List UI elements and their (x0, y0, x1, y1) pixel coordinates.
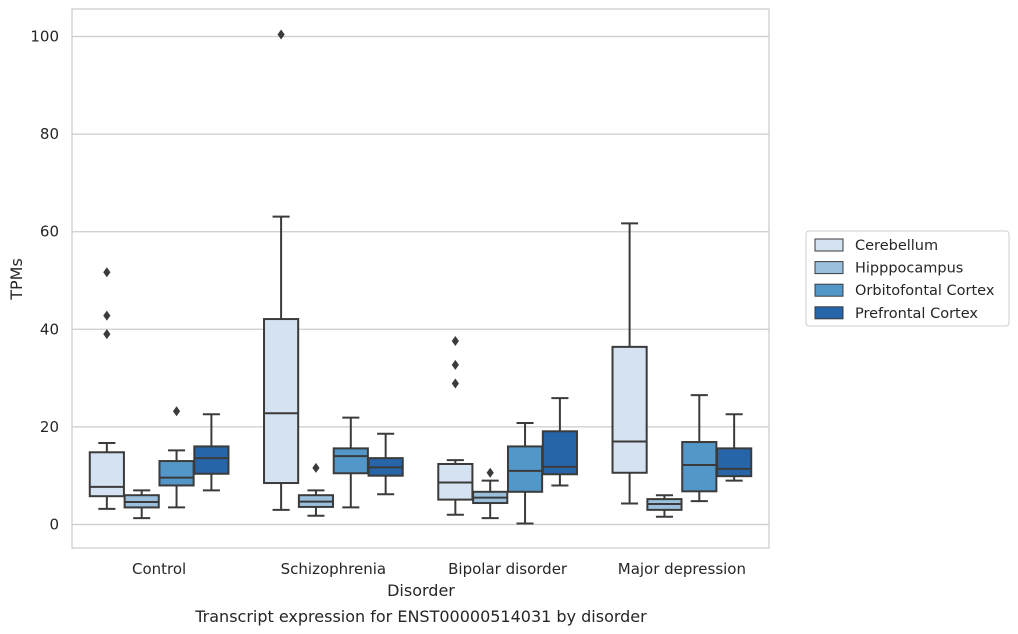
box-group (193, 413, 230, 492)
box-elements (88, 29, 753, 525)
legend-items: Cerebellum Hipppocampus Orbitofontal Corte… (814, 238, 995, 322)
box-iqr (88, 451, 125, 498)
legend-swatch (814, 283, 844, 297)
box-group (506, 421, 544, 525)
box-iqr (332, 447, 369, 475)
legend-label: Hipppocampus (855, 261, 963, 277)
y-tick-label: 40 (40, 320, 59, 338)
outlier-point (172, 406, 181, 417)
outlier-point (486, 467, 494, 478)
legend: Cerebellum Hipppocampus Orbitofontal Corte… (805, 230, 1010, 327)
box-group (437, 336, 474, 516)
box-iqr (158, 460, 195, 487)
legend-frame (805, 230, 1010, 327)
x-tick-label: Major depression (618, 560, 746, 578)
y-axis-ticks: 0 20 40 60 80 100 (30, 28, 59, 534)
legend-swatch (814, 238, 844, 252)
box-iqr (193, 445, 230, 475)
box-group (472, 467, 509, 520)
plot-area-frame (71, 8, 770, 549)
box-group (681, 394, 718, 503)
x-axis-ticks: Control Schizophrenia Bipolar disorder Majo… (132, 560, 746, 578)
box-group (263, 29, 300, 511)
box-group (716, 413, 753, 482)
box-group (88, 267, 125, 510)
box-group (297, 462, 335, 517)
box-iqr (716, 447, 753, 478)
legend-swatch (814, 306, 844, 320)
box-group (158, 406, 195, 509)
box-iqr (681, 441, 718, 493)
outlier-point (103, 310, 111, 321)
chart-caption: Transcript expression for ENST0000051403… (194, 607, 647, 626)
y-axis-label: TPMs (7, 258, 26, 301)
outlier-point (277, 29, 285, 40)
y-tick-label: 20 (40, 418, 59, 436)
outlier-point (451, 336, 459, 347)
box-iqr (263, 318, 300, 485)
outlier-point (451, 378, 459, 389)
gridlines (72, 35, 769, 526)
box-group (541, 397, 578, 487)
y-tick-label: 60 (40, 223, 59, 241)
outlier-point (103, 267, 111, 278)
box-iqr (611, 345, 648, 474)
box-group (611, 222, 648, 505)
x-tick-label: Control (132, 560, 186, 578)
box-group (646, 494, 683, 518)
x-axis-label: Disorder (387, 581, 455, 600)
outlier-point (103, 329, 111, 340)
x-tick-label: Schizophrenia (281, 560, 386, 578)
box-group (367, 432, 404, 496)
outlier-point (312, 462, 320, 473)
box-iqr (506, 445, 544, 493)
x-tick-label: Bipolar disorder (448, 560, 568, 578)
legend-label: Orbitofontal Cortex (855, 283, 995, 299)
outlier-point (451, 359, 459, 370)
y-tick-label: 100 (30, 28, 59, 46)
legend-label: Cerebellum (855, 238, 938, 254)
box-group (123, 489, 160, 520)
legend-swatch (814, 261, 844, 275)
y-tick-label: 0 (49, 516, 59, 534)
box-group (332, 416, 369, 509)
legend-label: Prefrontal Cortex (855, 306, 978, 322)
y-tick-label: 80 (40, 125, 59, 143)
